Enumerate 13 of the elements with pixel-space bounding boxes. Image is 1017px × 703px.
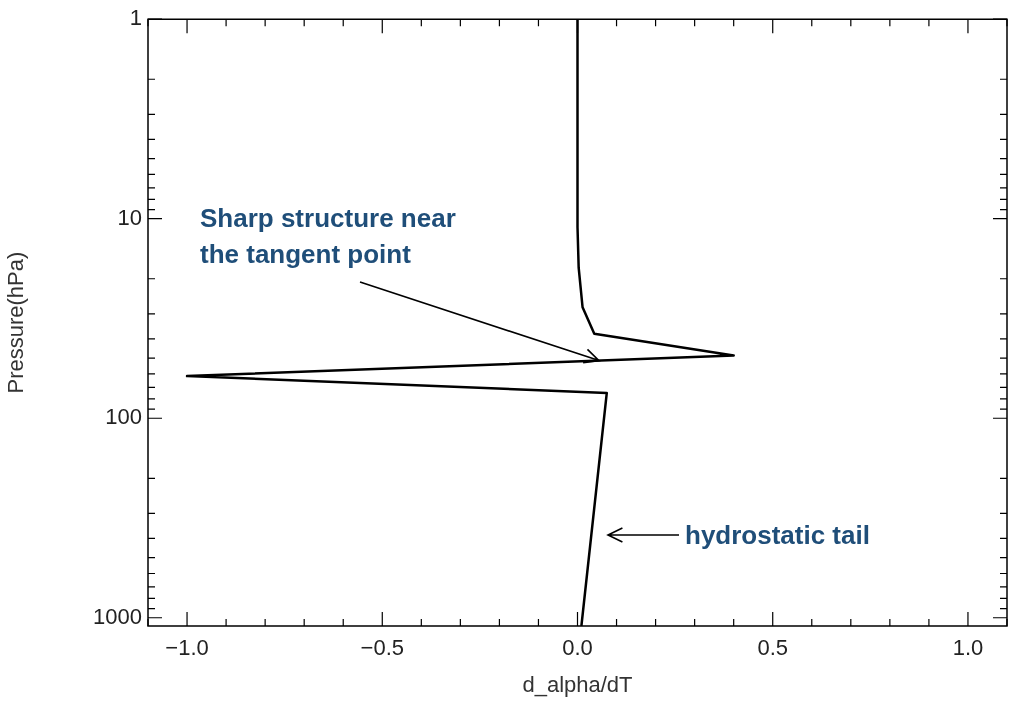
x-axis-title: d_alpha/dT bbox=[522, 671, 633, 697]
x-tick-label: 0.0 bbox=[562, 635, 593, 661]
x-tick-label: 0.5 bbox=[757, 635, 789, 661]
y-tick-label: 10 bbox=[117, 204, 142, 230]
annotation: Sharp structure near the tangent point bbox=[200, 202, 456, 271]
y-tick-label: 1000 bbox=[93, 603, 142, 629]
y-tick-label: 1 bbox=[129, 5, 142, 31]
y-axis-title: Pressure(hPa) bbox=[3, 251, 29, 394]
x-tick-label: −0.5 bbox=[360, 635, 404, 661]
x-tick-label: 1.0 bbox=[952, 635, 984, 661]
x-tick-label: −1.0 bbox=[165, 635, 209, 661]
y-tick-label: 100 bbox=[105, 404, 142, 430]
annotation: hydrostatic tail bbox=[685, 519, 870, 552]
